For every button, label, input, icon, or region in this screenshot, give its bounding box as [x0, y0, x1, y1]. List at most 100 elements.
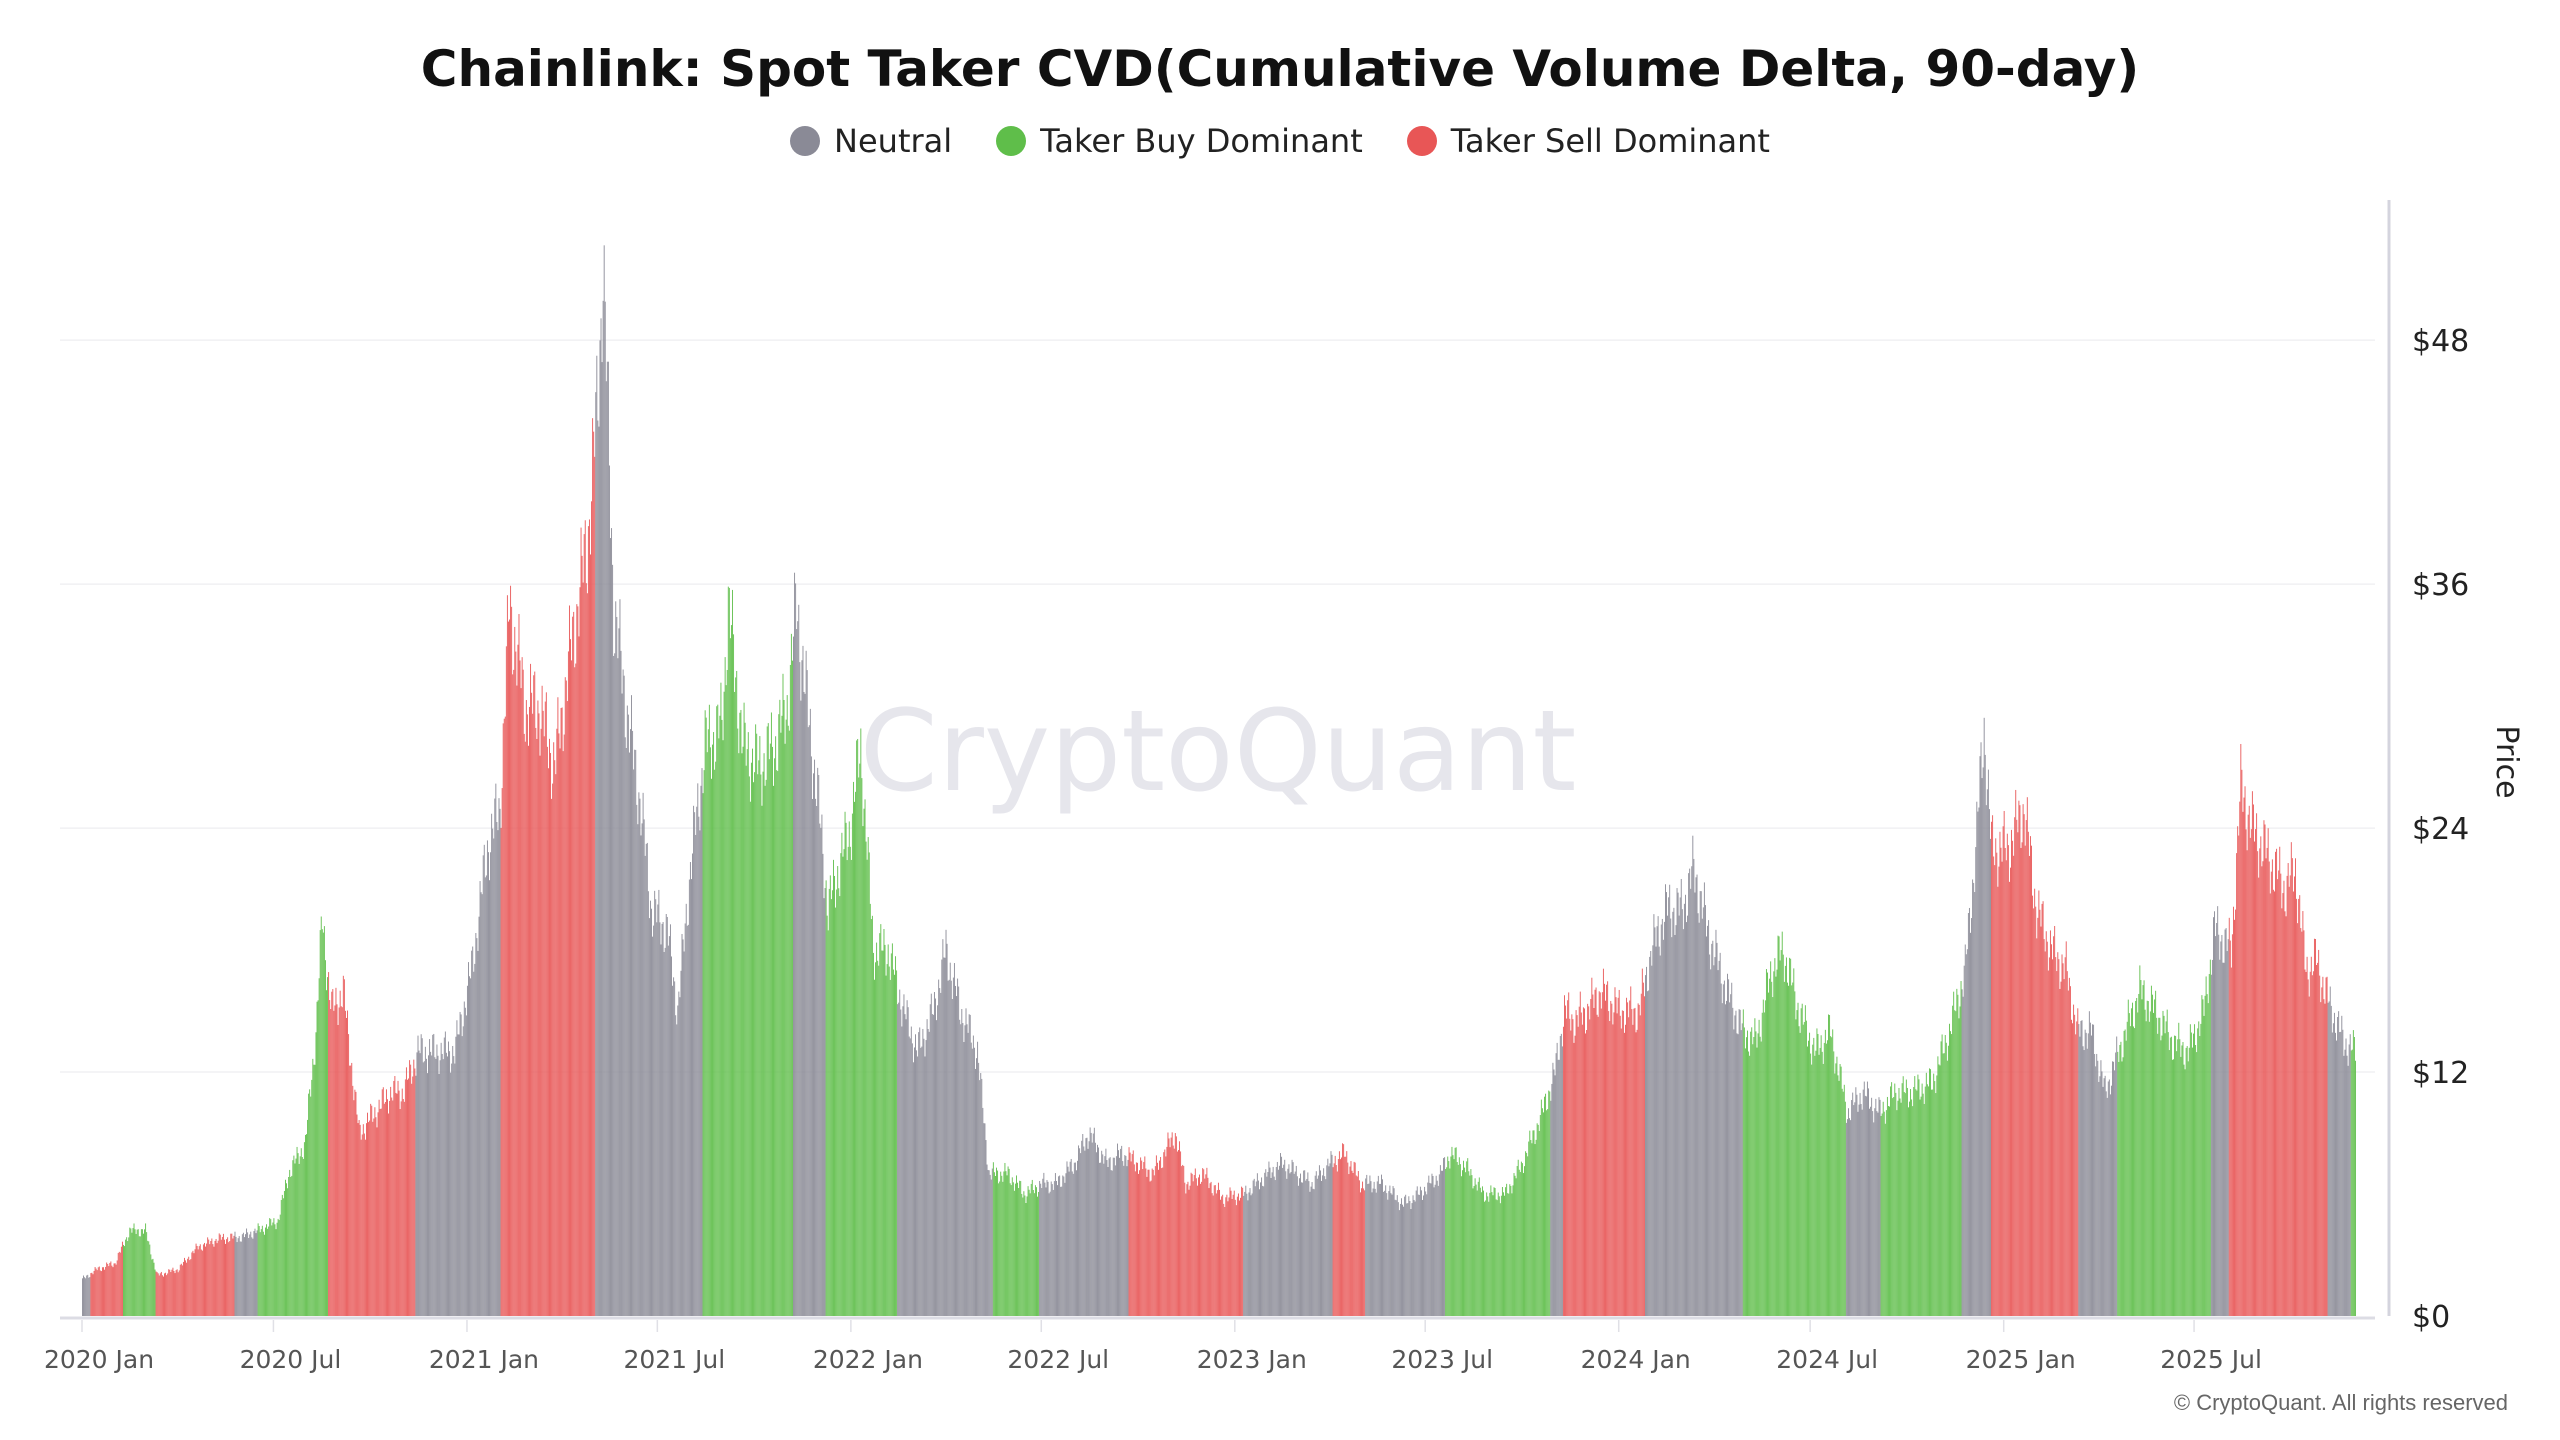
bar-buy — [271, 1225, 273, 1316]
bar-neutral — [255, 1233, 257, 1316]
bar-neutral — [2113, 1061, 2115, 1316]
bar-buy — [1943, 1053, 1945, 1316]
bar-neutral — [1982, 767, 1984, 1316]
bar-sell — [1353, 1161, 1355, 1316]
bar-neutral — [1042, 1178, 1044, 1316]
bar-buy — [2206, 994, 2208, 1316]
bar-buy — [269, 1218, 271, 1316]
bar-neutral — [599, 340, 601, 1317]
bar-neutral — [1101, 1150, 1103, 1316]
bar-neutral — [913, 1047, 915, 1316]
bar-sell — [1625, 1024, 1626, 1316]
bar-sell — [217, 1240, 219, 1316]
bar-neutral — [610, 538, 611, 1316]
bar-sell — [118, 1251, 120, 1316]
bar-buy — [298, 1163, 300, 1316]
bar-neutral — [1669, 884, 1671, 1316]
bar-sell — [2039, 909, 2041, 1316]
bar-sell — [1364, 1190, 1366, 1316]
bar-sell — [196, 1245, 198, 1316]
bar-neutral — [911, 1043, 913, 1316]
bar-neutral — [494, 798, 496, 1316]
bar-neutral — [1658, 946, 1660, 1316]
bar-neutral — [1399, 1203, 1401, 1316]
bar-neutral — [442, 1059, 444, 1316]
bar-buy — [845, 822, 847, 1316]
bar-buy — [140, 1229, 142, 1316]
bar-sell — [179, 1264, 181, 1316]
legend-item-sell[interactable]: Taker Sell Dominant — [1406, 122, 1770, 160]
bar-neutral — [1268, 1161, 1270, 1316]
bar-buy — [835, 907, 837, 1316]
bar-buy — [1020, 1181, 1022, 1316]
bar-neutral — [1052, 1189, 1054, 1316]
bar-sell — [550, 752, 552, 1316]
bar-sell — [401, 1088, 403, 1316]
bar-neutral — [1700, 891, 1702, 1316]
bar-buy — [2176, 1051, 2178, 1316]
bar-neutral — [919, 1027, 921, 1316]
bar-buy — [1899, 1098, 1901, 1316]
bar-buy — [297, 1153, 299, 1316]
bar-neutral — [481, 894, 483, 1316]
bar-buy — [1465, 1172, 1467, 1316]
bar-neutral — [931, 1014, 933, 1316]
bar-sell — [219, 1234, 221, 1316]
bar-neutral — [1697, 913, 1699, 1316]
bar-neutral — [1650, 950, 1652, 1316]
bar-neutral — [970, 1042, 972, 1316]
bar-buy — [279, 1214, 281, 1316]
bar-sell — [2031, 845, 2032, 1316]
bar-sell — [1562, 1026, 1564, 1316]
bar-buy — [317, 1000, 319, 1316]
bar-buy — [736, 670, 738, 1316]
bar-buy — [889, 979, 891, 1316]
bar-neutral — [953, 963, 955, 1316]
bar-sell — [174, 1273, 176, 1316]
bar-neutral — [624, 737, 626, 1316]
bar-sell — [1607, 981, 1609, 1316]
bar-buy — [1816, 1028, 1818, 1316]
bar-neutral — [1123, 1165, 1125, 1316]
bar-neutral — [239, 1241, 241, 1316]
bar-neutral — [1079, 1148, 1081, 1316]
bar-buy — [2185, 1047, 2187, 1316]
bar-neutral — [950, 980, 952, 1316]
bar-neutral — [1980, 742, 1982, 1316]
bar-neutral — [817, 767, 819, 1316]
bar-neutral — [1390, 1193, 1392, 1316]
bar-neutral — [246, 1228, 248, 1316]
bar-sell — [1201, 1181, 1203, 1316]
bar-sell — [346, 1017, 347, 1316]
bar-neutral — [1851, 1100, 1853, 1316]
bar-buy — [293, 1155, 295, 1316]
bar-buy — [126, 1237, 128, 1316]
bar-sell — [2312, 971, 2314, 1316]
bar-buy — [1797, 1002, 1799, 1316]
bar-sell — [382, 1087, 384, 1316]
bar-sell — [405, 1067, 407, 1316]
bar-neutral — [437, 1055, 439, 1316]
bar-buy — [1036, 1187, 1037, 1316]
bar-neutral — [938, 979, 940, 1316]
bar-sell — [1195, 1178, 1197, 1316]
bar-neutral — [695, 834, 697, 1316]
bar-sell — [394, 1076, 396, 1316]
y-tick-label: $36 — [2412, 568, 2469, 603]
bar-neutral — [482, 855, 484, 1316]
bar-neutral — [1297, 1185, 1299, 1316]
bar-buy — [1495, 1199, 1497, 1316]
legend-item-neutral[interactable]: Neutral — [790, 122, 952, 160]
bar-neutral — [1044, 1182, 1046, 1316]
bar-neutral — [688, 879, 690, 1316]
bar-neutral — [618, 628, 620, 1316]
bar-buy — [2125, 1040, 2127, 1316]
bar-neutral — [1098, 1147, 1100, 1316]
bar-buy — [1483, 1190, 1484, 1316]
bar-buy — [2134, 1028, 2136, 1316]
bar-sell — [2231, 934, 2233, 1316]
bar-neutral — [439, 1060, 441, 1316]
bar-sell — [502, 723, 504, 1316]
legend-item-buy[interactable]: Taker Buy Dominant — [996, 122, 1363, 160]
bar-buy — [872, 952, 874, 1316]
